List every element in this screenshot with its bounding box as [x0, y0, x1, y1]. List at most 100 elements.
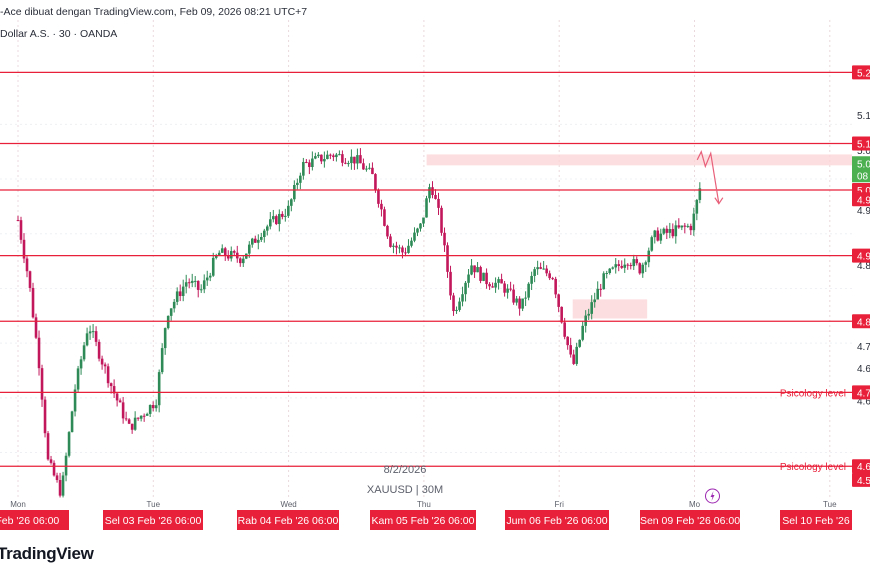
time-axis-layer: Mon Tue Wed Thu Fri Mo Tue ... Feb '26 06:00 Sel… — [0, 488, 870, 534]
time-badge-label: Sel 03 Feb '26 06:00 — [105, 515, 202, 527]
candle-body — [425, 198, 428, 218]
candle-body — [311, 158, 314, 168]
candle-body — [196, 280, 200, 290]
candle-body — [169, 308, 173, 316]
time-badge — [237, 510, 339, 530]
candle-body — [596, 288, 600, 300]
time-badge — [370, 510, 476, 530]
candle-body — [419, 223, 422, 229]
candle-body — [476, 267, 479, 273]
candle-body — [668, 229, 672, 233]
candle-body — [184, 282, 188, 287]
candle-body — [19, 220, 23, 240]
candle-body — [494, 282, 497, 288]
candle-body — [524, 297, 527, 299]
candle-body — [440, 207, 443, 233]
candle-body — [578, 339, 581, 347]
candle-body — [533, 269, 536, 276]
candle-body — [320, 154, 323, 162]
levels-layer: Psicology level Psicology level — [0, 71, 852, 473]
candle-body — [581, 325, 584, 340]
candle-body — [485, 272, 488, 285]
candle-body — [193, 280, 197, 282]
candle-body — [698, 188, 702, 200]
candle-body — [326, 154, 329, 160]
level-price-badge-label: 4.8 — [857, 317, 870, 328]
candle-body — [79, 359, 83, 369]
candle-body — [359, 155, 362, 164]
candle-body — [287, 205, 290, 216]
candle-body — [422, 217, 425, 224]
candle-body — [347, 163, 350, 165]
candle-body — [398, 247, 401, 249]
candle-body — [497, 279, 500, 283]
candle-body — [365, 168, 368, 170]
candle-body — [629, 265, 633, 267]
candle-body — [28, 271, 32, 288]
candle-body — [211, 257, 215, 276]
candle-body — [482, 272, 485, 281]
candle-body — [52, 462, 56, 476]
candle-body — [413, 232, 416, 241]
candle-body — [163, 328, 167, 349]
time-badge-label: Sel 10 Feb '26 — [782, 515, 850, 527]
day-tick-label: Mon — [10, 500, 26, 509]
candle-body — [431, 187, 434, 196]
candle-body — [590, 302, 593, 314]
candle-body — [241, 258, 245, 264]
candle-body — [275, 216, 278, 225]
price-tick-label: 4.6 — [857, 364, 870, 375]
candle-body — [605, 273, 609, 275]
candle-body — [542, 268, 545, 270]
candle-body — [91, 331, 95, 333]
candle-body — [323, 159, 326, 162]
candle-body — [557, 294, 560, 307]
price-tick-label: 4.8 — [857, 261, 870, 272]
candle-body — [145, 413, 149, 416]
last-price-countdown: 08 — [857, 171, 869, 182]
candle-body — [40, 368, 44, 400]
candle-body — [644, 262, 648, 265]
candle-body — [401, 247, 404, 253]
candle-body — [284, 215, 287, 217]
candle-body — [377, 190, 380, 204]
candle-body — [662, 228, 666, 234]
candle-body — [103, 364, 107, 367]
candle-body — [73, 389, 77, 412]
candle-body — [46, 433, 50, 460]
level-price-badge-label: 5.1 — [857, 139, 870, 150]
candle-body — [55, 475, 59, 480]
candle-body — [569, 345, 572, 355]
candle-body — [632, 259, 636, 267]
candle-body — [269, 219, 272, 227]
extra-price-badge — [852, 192, 870, 207]
candle-body — [452, 295, 455, 312]
time-badge-label: Rab 04 Feb '26 06:00 — [238, 515, 339, 527]
supply-demand-zone — [426, 154, 870, 166]
candle-body — [109, 383, 113, 387]
candle-body — [692, 213, 696, 231]
candle-body — [641, 264, 645, 274]
candle-body — [695, 199, 699, 214]
candle-body — [407, 245, 410, 253]
candle-body — [623, 264, 627, 268]
candle-body — [575, 346, 578, 364]
candle-body — [503, 283, 506, 293]
candle-body — [61, 475, 65, 496]
day-tick-label: Mo — [689, 500, 701, 509]
candle-body — [118, 400, 122, 403]
candle-body — [383, 209, 386, 226]
candle-body — [338, 154, 341, 156]
candle-body — [31, 287, 35, 318]
candle-body — [266, 226, 269, 231]
candle-body — [371, 167, 374, 175]
candle-body — [614, 264, 618, 268]
candle-body — [566, 336, 569, 346]
candle-body — [689, 225, 693, 231]
candle-body — [67, 432, 71, 456]
candle-body — [530, 275, 533, 284]
candle-body — [136, 417, 140, 419]
candle-body — [22, 239, 26, 259]
projection-layer — [696, 149, 724, 205]
